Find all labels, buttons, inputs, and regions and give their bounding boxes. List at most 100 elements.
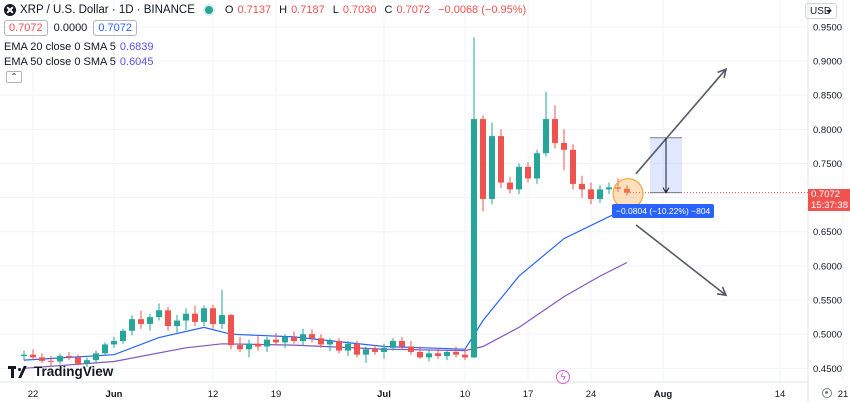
candle-body xyxy=(516,166,522,190)
candle-body xyxy=(435,353,441,357)
y-tick-label: 0.5000 xyxy=(813,330,842,341)
measure-arrow-head xyxy=(662,187,670,194)
candle xyxy=(453,346,459,358)
candle xyxy=(498,129,504,189)
candle-body xyxy=(345,343,351,351)
candle-body xyxy=(480,119,486,199)
candle xyxy=(462,349,468,361)
open-value: 0.7137 xyxy=(237,4,272,16)
candle-body xyxy=(102,344,108,354)
candle xyxy=(57,353,63,365)
candle-body xyxy=(606,187,612,190)
candle-body xyxy=(30,354,36,358)
candle-body xyxy=(21,354,27,357)
candle xyxy=(444,350,450,361)
candle-body xyxy=(246,343,252,350)
candle-body xyxy=(282,336,288,343)
market-status-icon[interactable] xyxy=(202,4,215,16)
candle-body xyxy=(336,341,342,351)
candle-body xyxy=(183,313,189,321)
candle xyxy=(471,37,477,359)
candle xyxy=(237,336,243,352)
ema20-legend[interactable]: EMA 20 close 0 SMA 5 0.6839 xyxy=(4,41,154,53)
candle xyxy=(165,306,171,331)
candle xyxy=(345,341,351,357)
candle xyxy=(327,338,333,352)
down-scenario-arrow xyxy=(635,224,727,296)
candle xyxy=(120,328,126,344)
candle xyxy=(561,129,567,171)
candle-body xyxy=(552,119,558,143)
candle xyxy=(21,350,27,361)
candle xyxy=(246,339,252,358)
arrow-head xyxy=(716,286,728,297)
candle xyxy=(273,332,279,346)
up-scenario-arrow xyxy=(635,68,727,175)
candle xyxy=(525,162,531,183)
candle xyxy=(48,356,54,367)
candle xyxy=(309,329,315,343)
close-value: 0.7072 xyxy=(396,4,431,16)
candle-body xyxy=(192,313,198,322)
candle xyxy=(39,353,45,363)
x-tick-label: Aug xyxy=(654,389,673,400)
candle xyxy=(111,336,117,348)
candle-body xyxy=(57,356,63,362)
arrow-head xyxy=(717,67,728,79)
x-tick-label: 17 xyxy=(523,389,534,400)
candle-body xyxy=(201,308,207,322)
candle xyxy=(156,303,162,321)
candle-body xyxy=(507,182,513,190)
tradingview-logo[interactable]: TradingView xyxy=(8,364,113,379)
currency-selector[interactable]: USD xyxy=(805,3,837,19)
settings-icon[interactable] xyxy=(822,388,832,398)
last-price-value: 0.7072 xyxy=(811,189,841,200)
buy-price-button[interactable]: 0.7072 xyxy=(93,20,137,36)
change-value: −0.0068 (−0.95%) xyxy=(438,4,527,16)
candle xyxy=(255,336,261,351)
candle-body xyxy=(489,136,495,199)
high-value: 0.7187 xyxy=(291,4,325,16)
candle xyxy=(417,346,423,359)
x-tick-label: 22 xyxy=(28,389,39,400)
candle xyxy=(192,305,198,326)
candle xyxy=(129,315,135,336)
candle xyxy=(219,289,225,329)
candle-body xyxy=(228,315,234,346)
events-lightning-icon[interactable]: ϟ xyxy=(556,370,570,384)
candle xyxy=(84,357,90,367)
x-tick-label: 10 xyxy=(460,389,471,400)
y-tick-label: 0.9000 xyxy=(813,56,842,67)
y-tick-label: 0.9500 xyxy=(813,22,842,33)
candle-body xyxy=(354,343,360,355)
ema50-legend[interactable]: EMA 50 close 0 SMA 5 0.6045 xyxy=(4,56,154,68)
sell-price-button[interactable]: 0.7072 xyxy=(4,20,48,36)
ema20-label: EMA 20 close 0 SMA 5 xyxy=(4,41,116,53)
collapse-legend-button[interactable]: ⌃ xyxy=(6,71,22,83)
candle xyxy=(588,182,594,205)
symbol-title[interactable]: XRP / U.S. Dollar · 1D · BINANCE xyxy=(20,4,195,16)
candle xyxy=(426,349,432,362)
candle-body xyxy=(165,310,171,326)
last-price-tag: 0.7072 15:37:38 xyxy=(808,189,850,211)
candle-body xyxy=(390,341,396,348)
candle xyxy=(534,149,540,184)
candle-body xyxy=(417,351,423,358)
x-tick-label: 21 xyxy=(838,389,849,400)
candle xyxy=(570,144,576,190)
candle-body xyxy=(84,360,90,364)
candle-body xyxy=(147,317,153,324)
candle-body xyxy=(138,319,144,324)
low-value: 0.7030 xyxy=(342,4,377,16)
candle-body xyxy=(381,347,387,352)
candle-body xyxy=(543,119,549,154)
candle-body xyxy=(219,315,225,324)
candle xyxy=(408,341,414,355)
candle-body xyxy=(129,319,135,331)
y-tick-label: 0.7500 xyxy=(813,159,842,170)
candle xyxy=(597,185,603,204)
candle-body xyxy=(597,189,603,199)
candle xyxy=(93,350,99,363)
candle-body xyxy=(120,330,126,342)
